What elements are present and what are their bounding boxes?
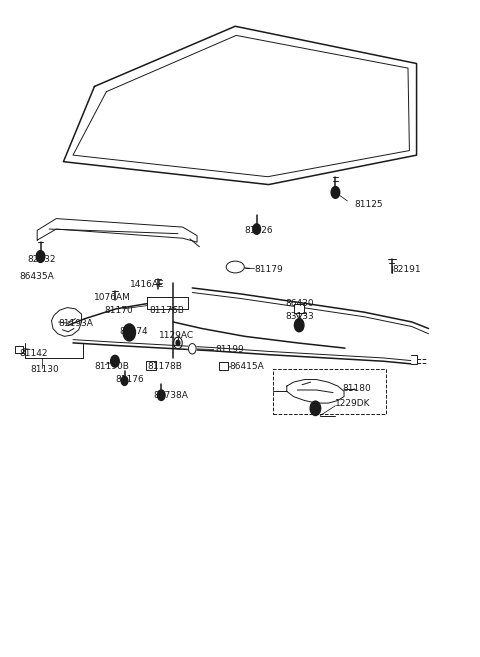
Circle shape <box>36 251 45 262</box>
Bar <box>15 346 24 353</box>
Text: 81170: 81170 <box>104 306 133 315</box>
Text: 86415A: 86415A <box>229 362 264 371</box>
Text: 83133: 83133 <box>285 312 314 321</box>
Text: 81176: 81176 <box>115 375 144 384</box>
Circle shape <box>111 355 119 367</box>
Text: 81178B: 81178B <box>147 362 182 371</box>
Bar <box>219 362 228 370</box>
Bar <box>294 304 304 313</box>
Circle shape <box>331 187 340 198</box>
Text: 81176B: 81176B <box>149 306 184 315</box>
Text: 86430: 86430 <box>285 299 314 308</box>
Ellipse shape <box>226 261 244 273</box>
Text: 81179: 81179 <box>254 265 283 274</box>
Circle shape <box>121 376 128 386</box>
Bar <box>146 361 156 370</box>
Circle shape <box>310 401 321 415</box>
Text: 81130: 81130 <box>30 365 59 374</box>
Text: 81174: 81174 <box>120 327 148 336</box>
Text: 81142: 81142 <box>20 349 48 358</box>
Text: 81126: 81126 <box>245 226 274 235</box>
Text: 81190B: 81190B <box>95 362 129 371</box>
Text: 81180: 81180 <box>343 384 372 393</box>
Circle shape <box>189 344 196 354</box>
Text: 81199: 81199 <box>215 345 244 354</box>
Text: 1416AE: 1416AE <box>130 279 165 288</box>
Circle shape <box>294 319 304 332</box>
Text: 1076AM: 1076AM <box>95 292 132 302</box>
Text: 1129AC: 1129AC <box>159 330 194 340</box>
Text: 81125: 81125 <box>355 200 383 209</box>
Text: 86435A: 86435A <box>20 271 54 281</box>
Text: 82191: 82191 <box>393 265 421 274</box>
Text: 81738A: 81738A <box>153 391 188 399</box>
Text: 1229DK: 1229DK <box>336 399 371 408</box>
Circle shape <box>123 324 135 341</box>
Circle shape <box>176 340 180 346</box>
Circle shape <box>157 390 165 401</box>
Bar <box>274 369 385 413</box>
Text: 81193A: 81193A <box>59 319 94 328</box>
Text: 82132: 82132 <box>28 256 56 264</box>
Circle shape <box>253 224 261 235</box>
